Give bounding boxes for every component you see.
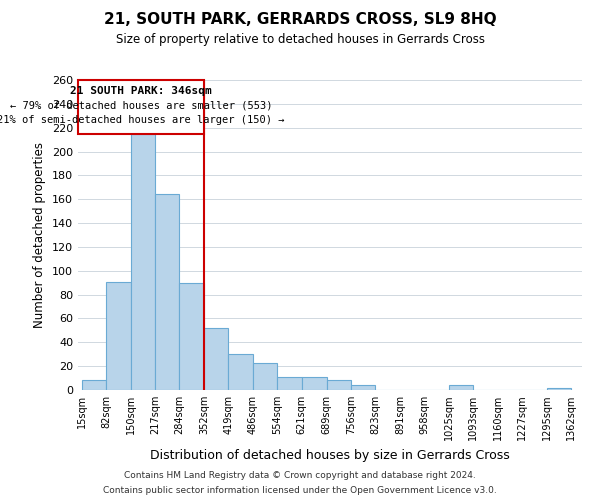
Bar: [131, 134, 155, 390]
Bar: [82, 380, 106, 390]
Bar: [351, 385, 375, 390]
Bar: [106, 282, 131, 390]
Bar: [155, 194, 179, 390]
X-axis label: Distribution of detached houses by size in Gerrards Cross: Distribution of detached houses by size …: [150, 449, 510, 462]
Bar: [326, 380, 351, 390]
Text: 21 SOUTH PARK: 346sqm: 21 SOUTH PARK: 346sqm: [70, 86, 212, 96]
Bar: [253, 362, 277, 390]
Text: Size of property relative to detached houses in Gerrards Cross: Size of property relative to detached ho…: [115, 32, 485, 46]
Bar: [302, 377, 326, 390]
Text: Contains public sector information licensed under the Open Government Licence v3: Contains public sector information licen…: [103, 486, 497, 495]
Bar: [179, 282, 204, 390]
Bar: [229, 354, 253, 390]
Text: Contains HM Land Registry data © Crown copyright and database right 2024.: Contains HM Land Registry data © Crown c…: [124, 471, 476, 480]
Text: 21% of semi-detached houses are larger (150) →: 21% of semi-detached houses are larger (…: [0, 114, 285, 124]
Y-axis label: Number of detached properties: Number of detached properties: [34, 142, 46, 328]
Bar: [547, 388, 571, 390]
Text: ← 79% of detached houses are smaller (553): ← 79% of detached houses are smaller (55…: [10, 100, 272, 110]
Text: 21, SOUTH PARK, GERRARDS CROSS, SL9 8HQ: 21, SOUTH PARK, GERRARDS CROSS, SL9 8HQ: [104, 12, 496, 28]
Bar: [277, 377, 302, 390]
Bar: [78, 80, 204, 134]
Bar: [449, 385, 473, 390]
Bar: [204, 328, 229, 390]
